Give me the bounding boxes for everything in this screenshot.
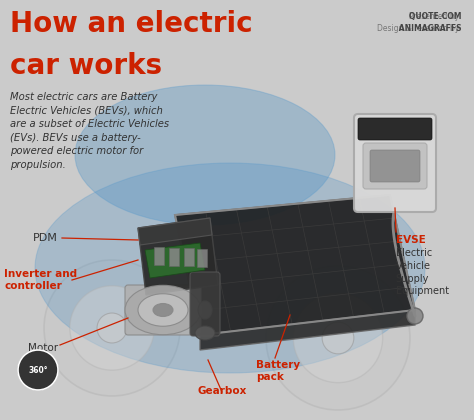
Ellipse shape <box>35 163 425 373</box>
Ellipse shape <box>198 301 212 319</box>
Circle shape <box>44 260 180 396</box>
Text: Gearbox: Gearbox <box>198 386 247 396</box>
Text: How an electric: How an electric <box>10 10 253 38</box>
Circle shape <box>293 293 383 383</box>
Ellipse shape <box>125 285 201 335</box>
Text: QUOTE.COM: QUOTE.COM <box>381 12 462 21</box>
FancyBboxPatch shape <box>184 248 194 266</box>
Ellipse shape <box>138 294 188 326</box>
Ellipse shape <box>195 326 215 340</box>
Text: ANIMAGRAFFS: ANIMAGRAFFS <box>363 24 462 33</box>
Text: Most electric cars are Battery
Electric Vehicles (BEVs), which
are a subset of E: Most electric cars are Battery Electric … <box>10 92 169 170</box>
Polygon shape <box>175 195 415 335</box>
Text: 360°: 360° <box>28 365 48 375</box>
Polygon shape <box>200 310 415 350</box>
FancyBboxPatch shape <box>354 114 436 212</box>
Ellipse shape <box>75 85 335 225</box>
FancyBboxPatch shape <box>190 272 220 336</box>
Text: Motor: Motor <box>28 343 58 353</box>
FancyBboxPatch shape <box>363 143 427 189</box>
FancyBboxPatch shape <box>370 150 420 182</box>
Text: EVSE: EVSE <box>396 235 426 245</box>
Circle shape <box>18 350 58 390</box>
Circle shape <box>70 286 154 370</box>
Text: Design & research by: Design & research by <box>377 24 462 33</box>
Polygon shape <box>145 243 205 278</box>
Circle shape <box>322 322 354 354</box>
Text: Inverter and
controller: Inverter and controller <box>4 269 77 291</box>
Text: Presented by: Presented by <box>410 12 462 21</box>
Polygon shape <box>138 218 218 295</box>
Circle shape <box>97 313 127 343</box>
FancyBboxPatch shape <box>154 247 164 265</box>
FancyBboxPatch shape <box>169 247 179 265</box>
FancyBboxPatch shape <box>125 285 201 335</box>
Text: car works: car works <box>10 52 162 80</box>
Text: Battery
pack: Battery pack <box>256 360 300 382</box>
Text: Electric
Vehicle
Supply
Equipment: Electric Vehicle Supply Equipment <box>396 248 449 297</box>
FancyBboxPatch shape <box>358 118 432 140</box>
Text: PDM: PDM <box>33 233 58 243</box>
Circle shape <box>407 308 423 324</box>
Ellipse shape <box>153 304 173 317</box>
Circle shape <box>266 266 410 410</box>
FancyBboxPatch shape <box>197 249 207 267</box>
Polygon shape <box>138 218 212 245</box>
